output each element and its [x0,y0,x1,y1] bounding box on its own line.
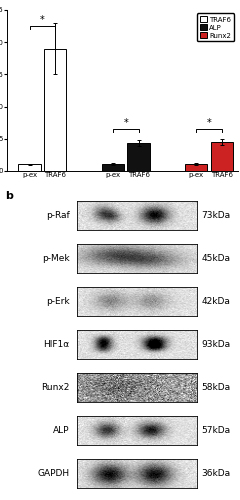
Text: 73kDa: 73kDa [202,211,231,220]
Text: *: * [123,118,128,128]
Text: 57kDa: 57kDa [202,426,231,435]
Bar [44,48,66,171]
Bar [18,164,41,171]
Text: 58kDa: 58kDa [202,383,231,392]
Bar [185,164,207,171]
Text: *: * [40,16,45,26]
Text: 42kDa: 42kDa [202,297,230,306]
Text: p-Raf: p-Raf [46,211,70,220]
Text: p-Mek: p-Mek [42,254,70,263]
Text: p-Erk: p-Erk [46,297,70,306]
Bar [102,164,124,171]
Text: b: b [5,192,13,202]
Text: 45kDa: 45kDa [202,254,231,263]
Text: 93kDa: 93kDa [202,340,231,349]
Text: Runx2: Runx2 [41,383,70,392]
Text: *: * [207,118,211,128]
Text: HIF1α: HIF1α [43,340,70,349]
Legend: TRAF6, ALP, Runx2: TRAF6, ALP, Runx2 [197,14,234,42]
Text: GAPDH: GAPDH [37,469,70,478]
Bar [211,142,233,171]
Text: 36kDa: 36kDa [202,469,231,478]
Bar [127,143,150,171]
Text: ALP: ALP [53,426,70,435]
